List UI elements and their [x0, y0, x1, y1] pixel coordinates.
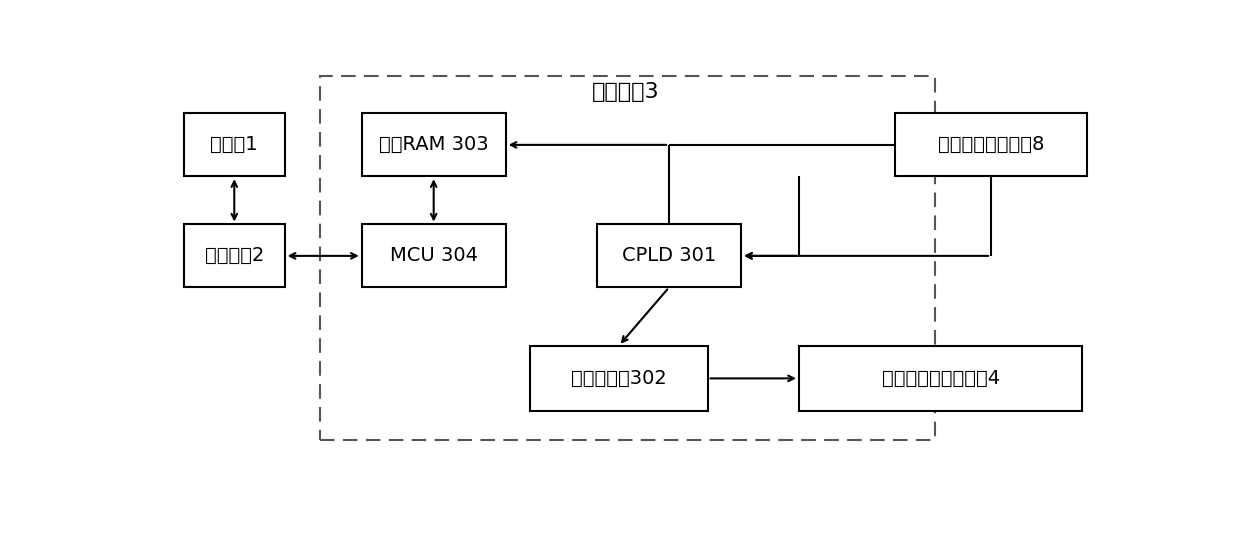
Text: 数据采样转换模块8: 数据采样转换模块8 — [937, 135, 1044, 154]
Text: 上位机1: 上位机1 — [211, 135, 258, 154]
Bar — [596, 225, 742, 287]
Text: 计时器芯片302: 计时器芯片302 — [570, 369, 667, 388]
Bar — [320, 76, 935, 440]
Text: 双口RAM 303: 双口RAM 303 — [379, 135, 489, 154]
Text: 高功率脉冲发生模块4: 高功率脉冲发生模块4 — [882, 369, 999, 388]
Text: MCU 304: MCU 304 — [389, 246, 477, 265]
Bar — [362, 114, 506, 176]
Bar — [362, 225, 506, 287]
Bar — [184, 114, 285, 176]
Text: 通信线路2: 通信线路2 — [205, 246, 264, 265]
Bar — [184, 225, 285, 287]
Text: CPLD 301: CPLD 301 — [622, 246, 717, 265]
Bar — [529, 346, 708, 411]
Text: 主控模块3: 主控模块3 — [591, 82, 660, 102]
Bar — [895, 114, 1087, 176]
Bar — [799, 346, 1083, 411]
